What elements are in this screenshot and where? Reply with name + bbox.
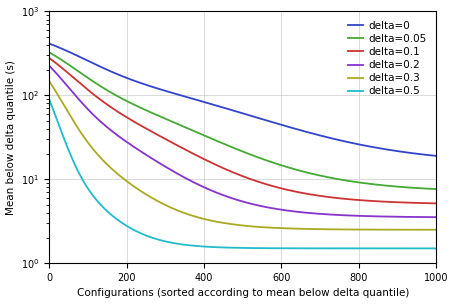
delta=0.3 xyxy=(217,220,222,224)
delta=0 xyxy=(217,105,222,108)
Legend: delta=0, delta=0.05, delta=0.1, delta=0.2, delta=0.3, delta=0.5: delta=0, delta=0.05, delta=0.1, delta=0.… xyxy=(344,17,431,101)
delta=0.2 xyxy=(86,108,91,112)
Line: delta=0.05: delta=0.05 xyxy=(49,52,436,189)
X-axis label: Configurations (sorted according to mean below delta quantile): Configurations (sorted according to mean… xyxy=(77,288,409,299)
delta=0 xyxy=(203,101,208,104)
delta=0.05 xyxy=(86,77,91,80)
delta=0.1 xyxy=(203,158,208,162)
delta=0.3 xyxy=(355,228,360,231)
delta=0.2 xyxy=(433,215,439,219)
delta=0.2 xyxy=(355,214,360,218)
delta=0.05 xyxy=(203,134,208,138)
delta=0.3 xyxy=(203,218,208,221)
delta=0.2 xyxy=(46,64,52,67)
delta=0.05 xyxy=(312,173,317,176)
delta=0.1 xyxy=(86,89,91,92)
delta=0.05 xyxy=(355,181,360,184)
delta=0.1 xyxy=(46,56,52,60)
delta=0 xyxy=(348,141,353,144)
delta=0.05 xyxy=(433,187,439,191)
delta=0.5 xyxy=(46,98,52,102)
Line: delta=0.5: delta=0.5 xyxy=(49,100,436,248)
delta=0.1 xyxy=(433,202,439,205)
delta=0.5 xyxy=(355,247,360,250)
delta=0.5 xyxy=(348,247,353,250)
delta=0.5 xyxy=(433,247,439,250)
delta=0.3 xyxy=(433,228,439,232)
delta=0.3 xyxy=(312,227,317,231)
delta=0.3 xyxy=(46,79,52,83)
delta=0.2 xyxy=(348,214,353,217)
delta=0.1 xyxy=(348,198,353,201)
delta=0.1 xyxy=(312,193,317,197)
delta=0 xyxy=(46,42,52,45)
delta=0.05 xyxy=(217,140,222,144)
delta=0.1 xyxy=(217,165,222,168)
delta=0.3 xyxy=(348,228,353,231)
delta=0.5 xyxy=(312,247,317,250)
Line: delta=0: delta=0 xyxy=(49,43,436,156)
delta=0.2 xyxy=(203,186,208,190)
delta=0 xyxy=(433,154,439,158)
delta=0.5 xyxy=(203,245,208,248)
delta=0.5 xyxy=(86,188,91,192)
delta=0 xyxy=(86,59,91,63)
delta=0.05 xyxy=(46,50,52,54)
delta=0.3 xyxy=(86,142,91,145)
Line: delta=0.2: delta=0.2 xyxy=(49,66,436,217)
Line: delta=0.3: delta=0.3 xyxy=(49,81,436,230)
delta=0.2 xyxy=(312,212,317,215)
Y-axis label: Mean below delta quantile (s): Mean below delta quantile (s) xyxy=(5,60,15,215)
delta=0 xyxy=(312,132,317,136)
delta=0.05 xyxy=(348,179,353,183)
delta=0.2 xyxy=(217,192,222,195)
delta=0.5 xyxy=(217,246,222,249)
delta=0.1 xyxy=(355,198,360,202)
Line: delta=0.1: delta=0.1 xyxy=(49,58,436,203)
delta=0 xyxy=(355,142,360,146)
